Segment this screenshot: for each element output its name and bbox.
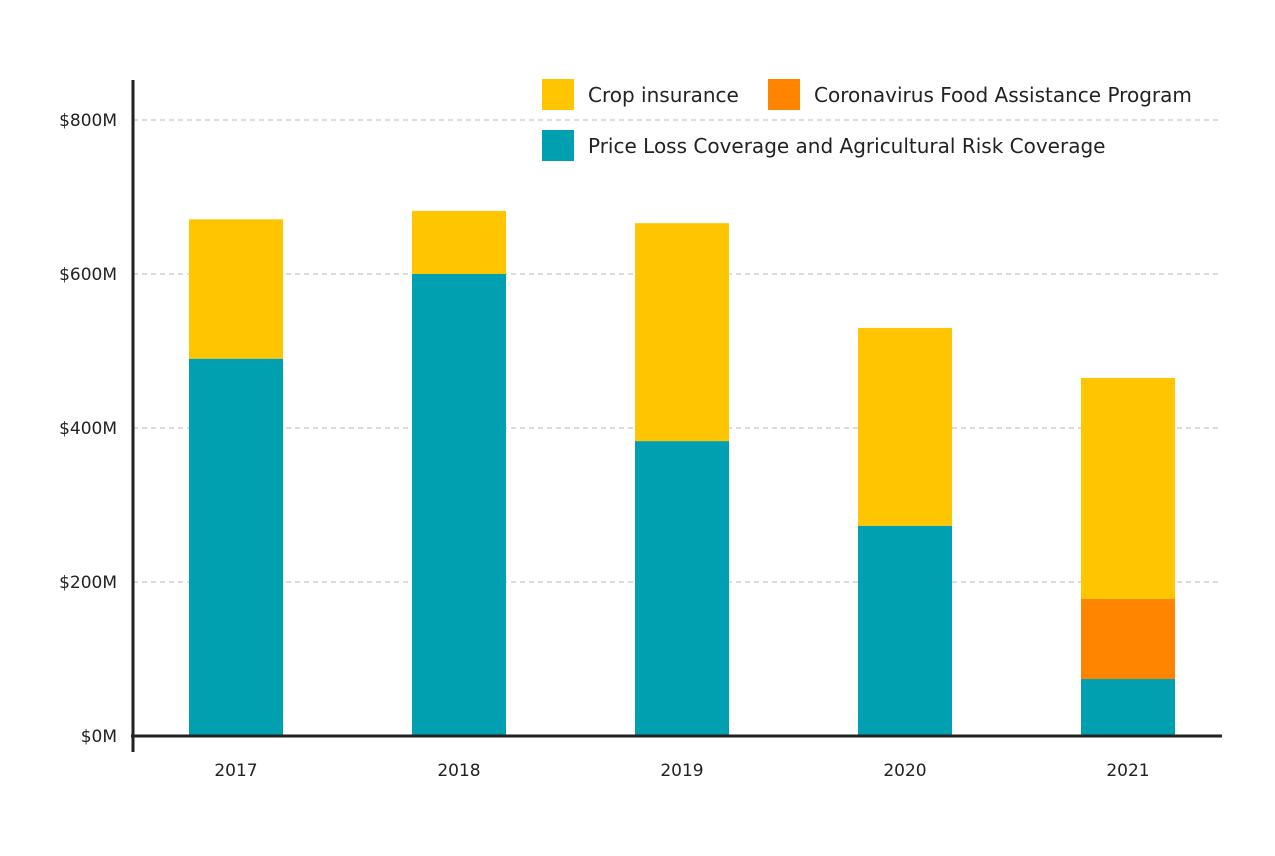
y-tick-label: $800M [59,111,117,131]
bar-segment [858,525,952,736]
y-tick-label: $0M [81,727,117,747]
y-tick-label: $400M [59,419,117,439]
legend-label: Coronavirus Food Assistance Program [814,83,1192,107]
legend-swatch [768,79,800,110]
x-tick-label: 2018 [437,761,480,781]
bar-segment [1081,679,1175,736]
bar-segment [412,210,506,274]
y-tick-label: $600M [59,265,117,285]
y-tick-label: $200M [59,573,117,593]
bar-segment [635,223,729,442]
legend-label: Price Loss Coverage and Agricultural Ris… [588,134,1105,158]
bar-segment [1081,377,1175,599]
bar-segment [1081,598,1175,680]
x-tick-label: 2020 [883,761,926,781]
bar-segment [412,274,506,736]
bar-segment [858,327,952,526]
x-tick-label: 2021 [1106,761,1149,781]
bar-segment [189,219,283,359]
x-tick-label: 2017 [214,761,257,781]
bar-segment [635,441,729,736]
legend-swatch [542,130,574,161]
bar-segment [189,358,283,736]
legend-swatch [542,79,574,110]
legend-label: Crop insurance [588,83,739,107]
x-tick-label: 2019 [660,761,703,781]
